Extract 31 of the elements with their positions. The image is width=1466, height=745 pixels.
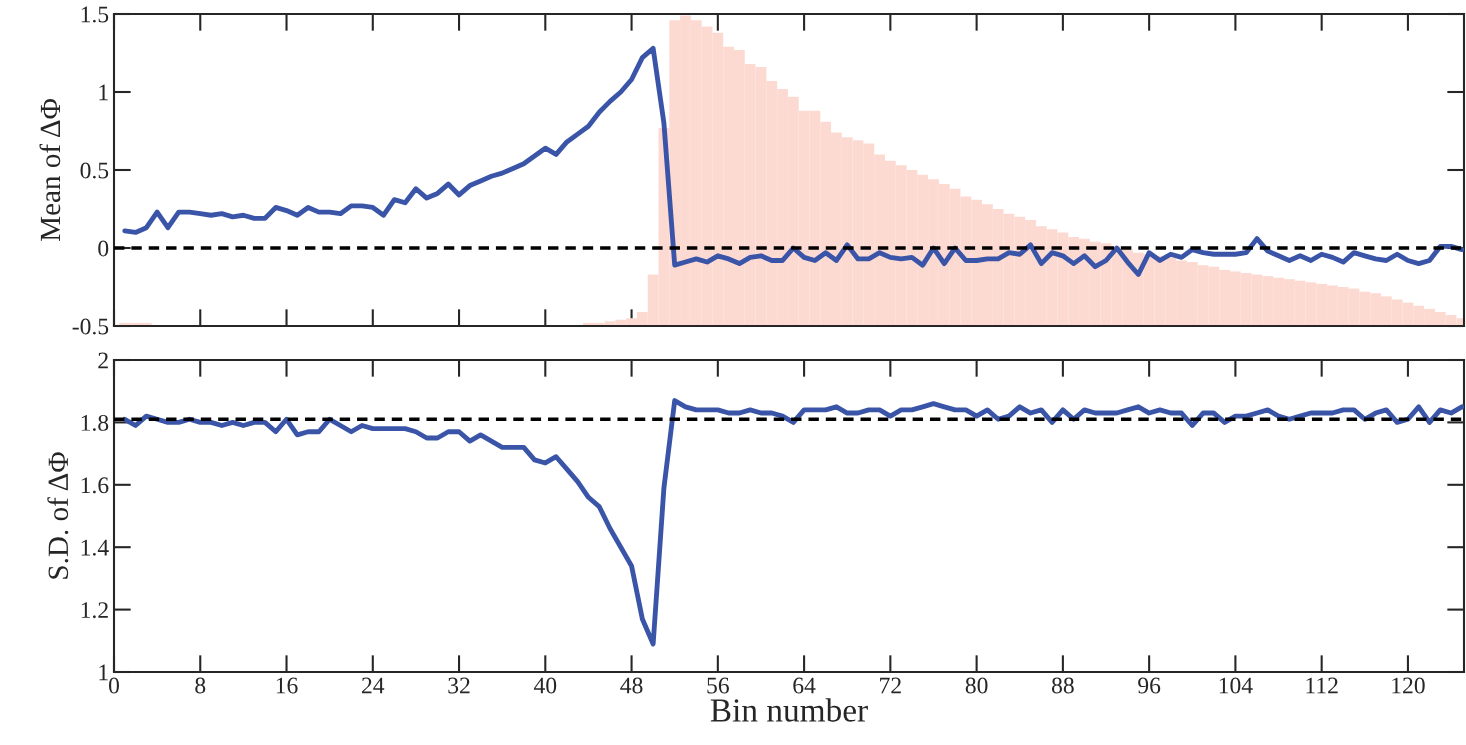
x-tick-label: 120 — [1392, 677, 1425, 694]
y-tick-label: 0.5 — [80, 162, 109, 179]
y-tick-label: -0.5 — [72, 318, 109, 335]
x-tick-label: 88 — [1051, 677, 1074, 694]
line-series — [122, 45, 1464, 277]
y-axis-title: S.D. of ΔΦ — [47, 452, 69, 579]
y-tick-label: 2 — [98, 352, 108, 369]
y-tick-label: 1.4 — [81, 539, 109, 556]
x-tick-label: 104 — [1219, 677, 1253, 694]
x-tick-label: 16 — [276, 677, 298, 694]
x-tick-label: 48 — [620, 677, 643, 694]
x-tick-label: 56 — [707, 677, 729, 694]
y-tick-label: 1.5 — [81, 6, 109, 23]
y-tick-label: 1 — [99, 84, 108, 101]
x-tick-label: 24 — [362, 677, 385, 694]
x-tick-label: 8 — [195, 677, 206, 694]
line-series — [122, 398, 1464, 647]
x-tick-label: 40 — [533, 677, 557, 694]
x-tick-label: 80 — [965, 677, 988, 694]
y-tick-label: 1 — [99, 664, 108, 681]
y-tick-label: 1.8 — [81, 414, 109, 431]
y-tick-label: 1.6 — [81, 477, 109, 494]
x-tick-label: 64 — [793, 677, 816, 694]
x-tick-label: 96 — [1138, 677, 1161, 694]
x-tick-label: 72 — [880, 677, 901, 694]
x-tick-label: 112 — [1306, 677, 1338, 694]
x-tick-label: 32 — [448, 677, 470, 694]
y-tick-label: 0 — [98, 240, 109, 257]
x-axis-title: Bin number — [710, 698, 868, 722]
y-axis-title: Mean of ΔΦ — [39, 99, 61, 242]
y-tick-label: 1.2 — [81, 602, 108, 619]
